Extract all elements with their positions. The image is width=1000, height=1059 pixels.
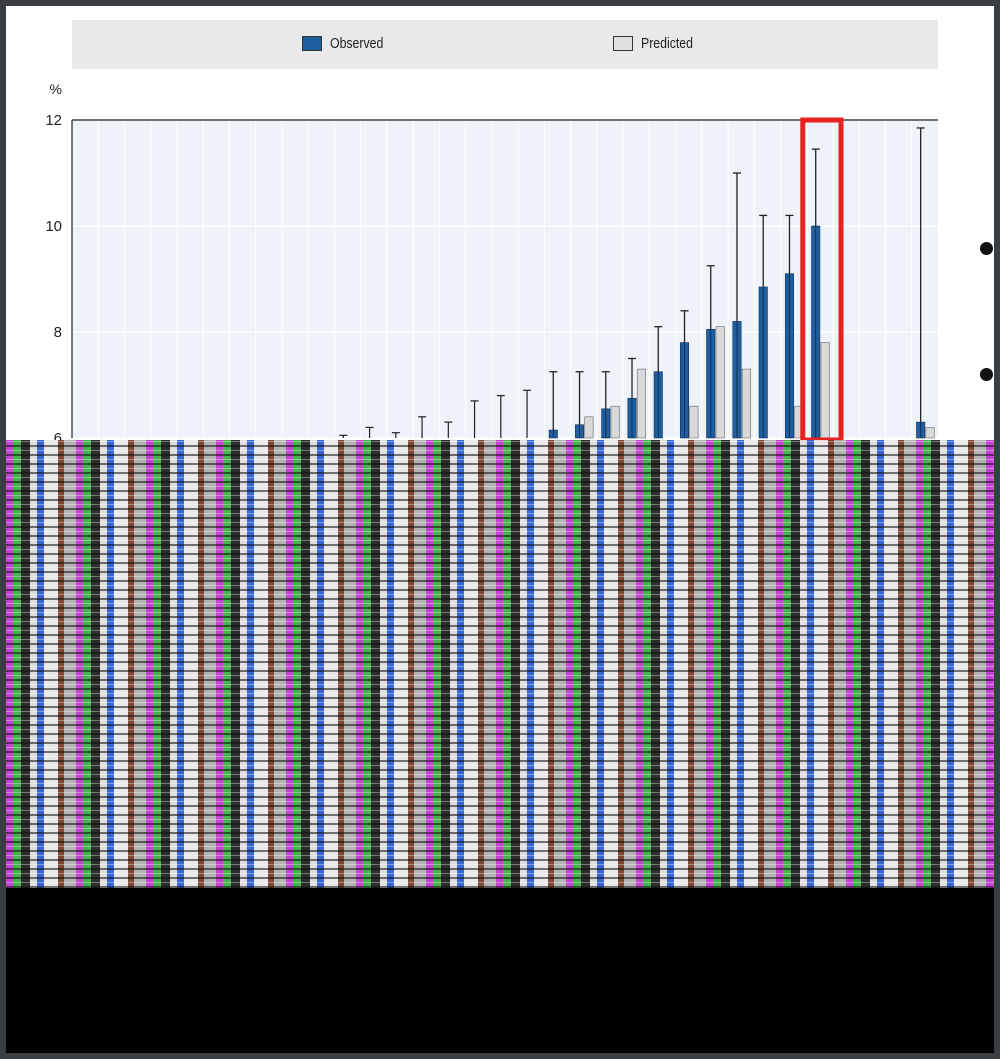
y-tick-label: 12 [45,112,62,129]
predicted-bar [741,368,751,439]
bullet-icon [980,242,993,255]
legend-item-observed: Observed [302,35,395,52]
corrupted-image-region [6,440,994,888]
predicted-bar [820,342,830,439]
legend-label-observed: Observed [330,35,384,52]
plot-area [72,120,938,438]
black-region [6,888,994,1053]
predicted-bar [584,416,594,439]
predicted-bar [636,368,646,439]
y-axis-label: % [50,81,62,97]
observed-swatch [302,36,322,51]
bullet-icon [980,368,993,381]
chart-legend: Observed Predicted [72,20,938,69]
y-tick-label: 10 [45,218,62,235]
predicted-swatch [613,36,633,51]
predicted-bar [925,427,935,439]
y-tick-label: 6 [54,430,62,447]
predicted-bar [689,405,699,439]
legend-label-predicted: Predicted [641,35,693,52]
predicted-bar [610,405,620,439]
y-tick-label: 8 [54,324,62,341]
predicted-bar [715,326,725,439]
legend-item-predicted: Predicted [613,35,704,52]
